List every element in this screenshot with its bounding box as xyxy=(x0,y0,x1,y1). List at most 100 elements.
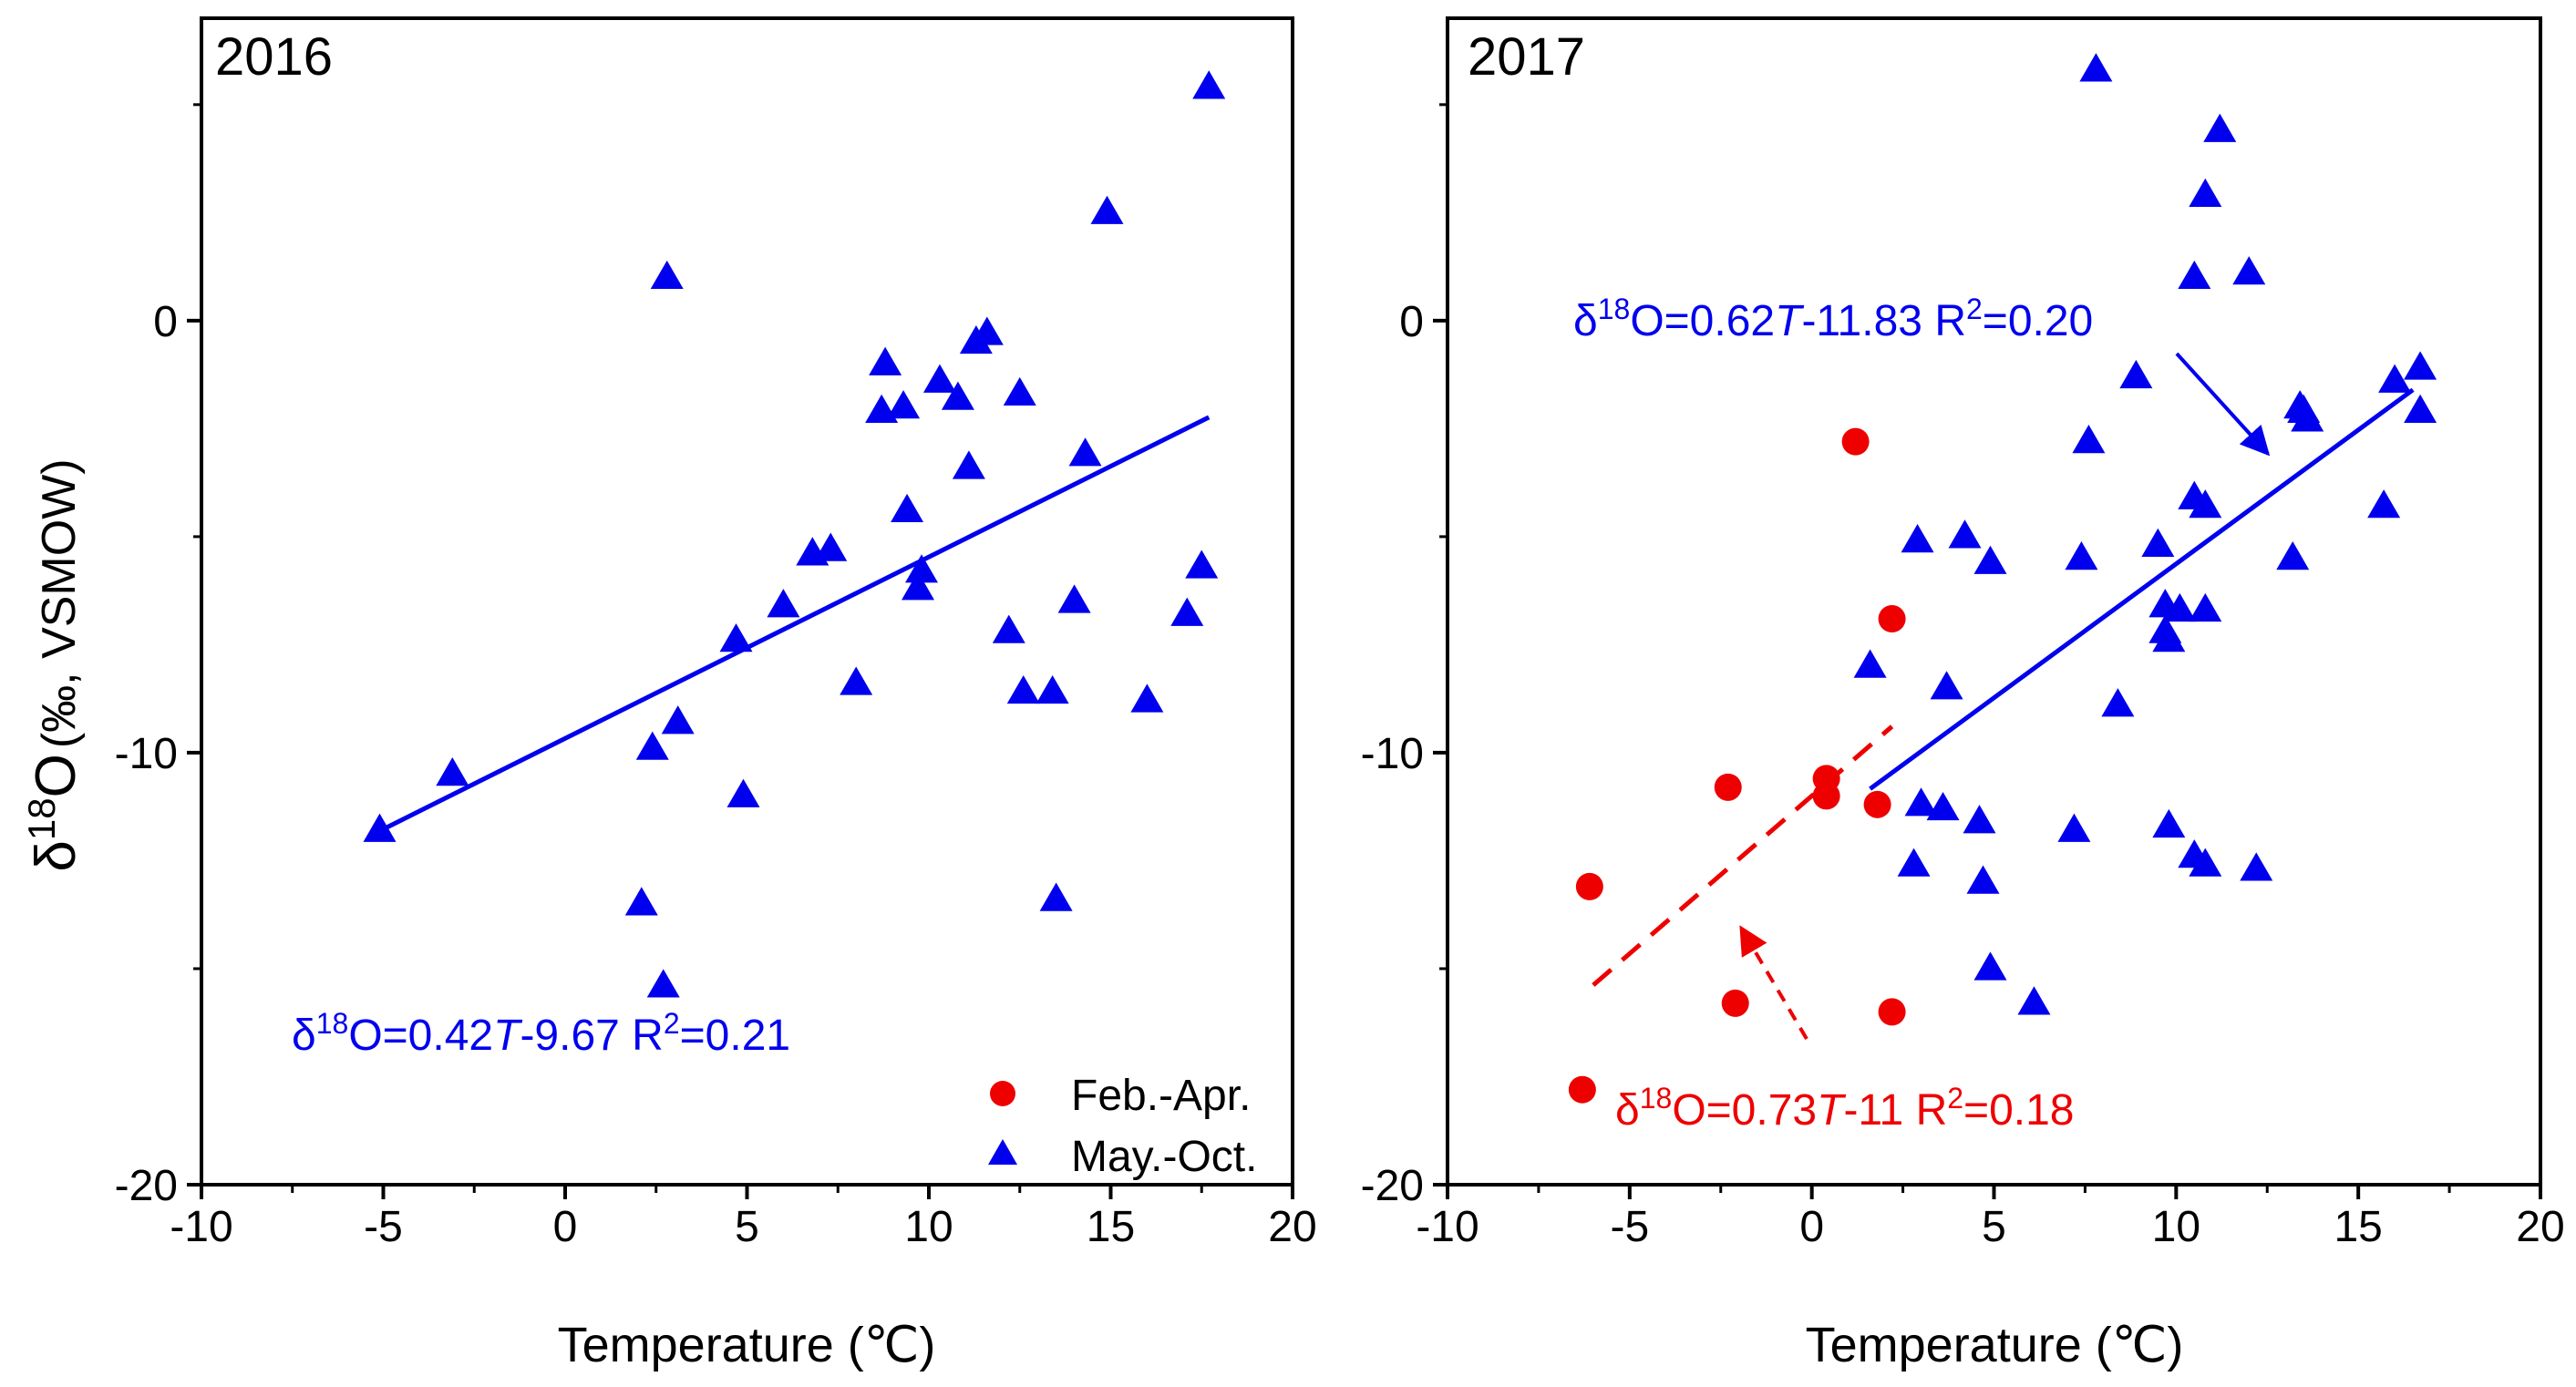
data-point-circle xyxy=(1812,782,1840,810)
panel-label-2017: 2017 xyxy=(1468,27,1585,87)
data-point-triangle xyxy=(1897,848,1931,877)
y-label-sup: 18 xyxy=(20,797,63,840)
x-tick-label: 10 xyxy=(904,1203,953,1251)
x-tick-label: 0 xyxy=(553,1203,578,1251)
data-point-triangle xyxy=(1130,683,1164,713)
data-point-circle xyxy=(1863,790,1891,818)
data-point-triangle xyxy=(1068,437,1102,467)
data-point-triangle xyxy=(1003,376,1036,406)
data-point-triangle xyxy=(2378,364,2412,393)
data-point-triangle xyxy=(635,731,669,760)
data-point-triangle xyxy=(2152,808,2186,838)
data-point-triangle xyxy=(887,390,921,419)
x-tick-label: 0 xyxy=(1799,1203,1824,1251)
fit-label-2017-may-oct: δ18O=0.62T-11.83 R2=0.20 xyxy=(1573,293,2093,345)
data-point-triangle xyxy=(2189,592,2222,622)
data-point-triangle xyxy=(2189,178,2222,207)
y-tick-label: 0 xyxy=(153,298,178,346)
legend-marker-feb-apr xyxy=(990,1081,1015,1106)
data-point-triangle xyxy=(1930,671,1963,700)
x-axis-label-2017: Temperature (℃) xyxy=(1806,1318,2184,1372)
data-point-triangle xyxy=(970,316,1004,345)
data-point-triangle xyxy=(2072,424,2106,454)
data-point-triangle xyxy=(1901,524,1934,553)
data-point-triangle xyxy=(661,705,695,735)
x-axis-label-2016: Temperature (℃) xyxy=(558,1318,936,1372)
fit-line xyxy=(1869,387,2415,791)
x-tick-label: 20 xyxy=(1268,1203,1316,1251)
y-tick-label: -20 xyxy=(1361,1162,1424,1210)
data-point-triangle xyxy=(1192,70,1226,99)
data-point-triangle xyxy=(869,346,902,375)
data-point-triangle xyxy=(1973,951,2007,981)
fit-line xyxy=(378,415,1211,834)
data-point-triangle xyxy=(2119,359,2153,389)
x-tick-label: 5 xyxy=(1982,1203,2006,1251)
data-point-triangle xyxy=(902,571,935,601)
fits-2017 xyxy=(1592,387,2415,987)
data-point-triangle xyxy=(1966,865,2000,894)
data-point-triangle xyxy=(2189,489,2222,519)
data-point-circle xyxy=(1721,989,1749,1017)
arrow-may-oct-fit xyxy=(2175,352,2271,457)
data-point-triangle xyxy=(840,666,873,695)
x-tick-label: -10 xyxy=(1416,1203,1479,1251)
x-tick-label: -10 xyxy=(170,1203,232,1251)
data-point-circle xyxy=(1878,604,1906,632)
data-point-triangle xyxy=(624,887,658,916)
data-point-triangle xyxy=(905,554,939,583)
data-point-triangle xyxy=(650,260,684,290)
data-point-triangle xyxy=(814,532,848,561)
y-label-units: (‰, VSMOW) xyxy=(33,458,86,748)
data-point-triangle xyxy=(922,364,956,393)
data-point-triangle xyxy=(2141,528,2175,557)
data-point-triangle xyxy=(2291,403,2324,432)
data-point-triangle xyxy=(2017,986,2051,1015)
points-2016 xyxy=(363,70,1226,998)
data-point-triangle xyxy=(1006,674,1040,704)
data-point-triangle xyxy=(1039,882,1073,911)
panel-2016: 2016 -10 -5 0 5 10 15 20-20-100 Temperature (℃… xyxy=(115,16,1317,1372)
data-point-triangle xyxy=(436,757,469,786)
y-tick-label: 0 xyxy=(1399,298,1424,346)
data-point-triangle xyxy=(1057,584,1091,613)
data-point-triangle xyxy=(646,969,680,998)
data-point-triangle xyxy=(2240,852,2273,881)
x-tick-label: -5 xyxy=(1610,1203,1649,1251)
data-point-triangle xyxy=(363,813,397,842)
data-point-triangle xyxy=(2203,113,2237,142)
data-point-triangle xyxy=(2404,351,2437,380)
y-label-o: O xyxy=(25,754,88,797)
x-tick-label: 5 xyxy=(735,1203,759,1251)
data-point-circle xyxy=(1841,427,1870,456)
data-point-triangle xyxy=(2152,623,2186,652)
data-point-triangle xyxy=(1973,545,2007,574)
data-point-circle xyxy=(1575,872,1603,900)
data-point-circle xyxy=(1568,1075,1596,1104)
legend: Feb.-Apr. May.-Oct. xyxy=(988,1072,1257,1181)
plot-frame-2016 xyxy=(200,16,1294,1187)
y-tick-label: -10 xyxy=(1361,730,1424,778)
points-2017 xyxy=(1568,53,2437,1104)
data-point-triangle xyxy=(2178,260,2211,290)
legend-marker-may-oct xyxy=(988,1139,1017,1165)
x-tick-label: 15 xyxy=(2334,1203,2382,1251)
data-point-triangle xyxy=(941,381,974,410)
data-point-triangle xyxy=(1853,649,1887,678)
fit-line xyxy=(1592,724,1894,987)
data-point-triangle xyxy=(1948,519,1982,549)
panel-label-2016: 2016 xyxy=(215,27,333,87)
data-point-triangle xyxy=(2189,848,2222,877)
data-point-triangle xyxy=(952,450,985,479)
panel-2017: 2017 -10 -5 0 5 10 15 20-20-100 Temperature (℃… xyxy=(1361,16,2565,1372)
data-point-triangle xyxy=(992,614,1025,643)
x-tick-label: 20 xyxy=(2516,1203,2564,1251)
data-point-circle xyxy=(1714,773,1742,801)
fit-label-2016: δ18O=0.42T-9.67 R2=0.21 xyxy=(292,1007,790,1060)
data-point-triangle xyxy=(2057,813,2091,842)
x-tick-label: 10 xyxy=(2152,1203,2200,1251)
data-point-triangle xyxy=(1904,787,1938,817)
plot-frame-2017 xyxy=(1446,16,2542,1187)
data-point-triangle xyxy=(1926,791,1960,821)
